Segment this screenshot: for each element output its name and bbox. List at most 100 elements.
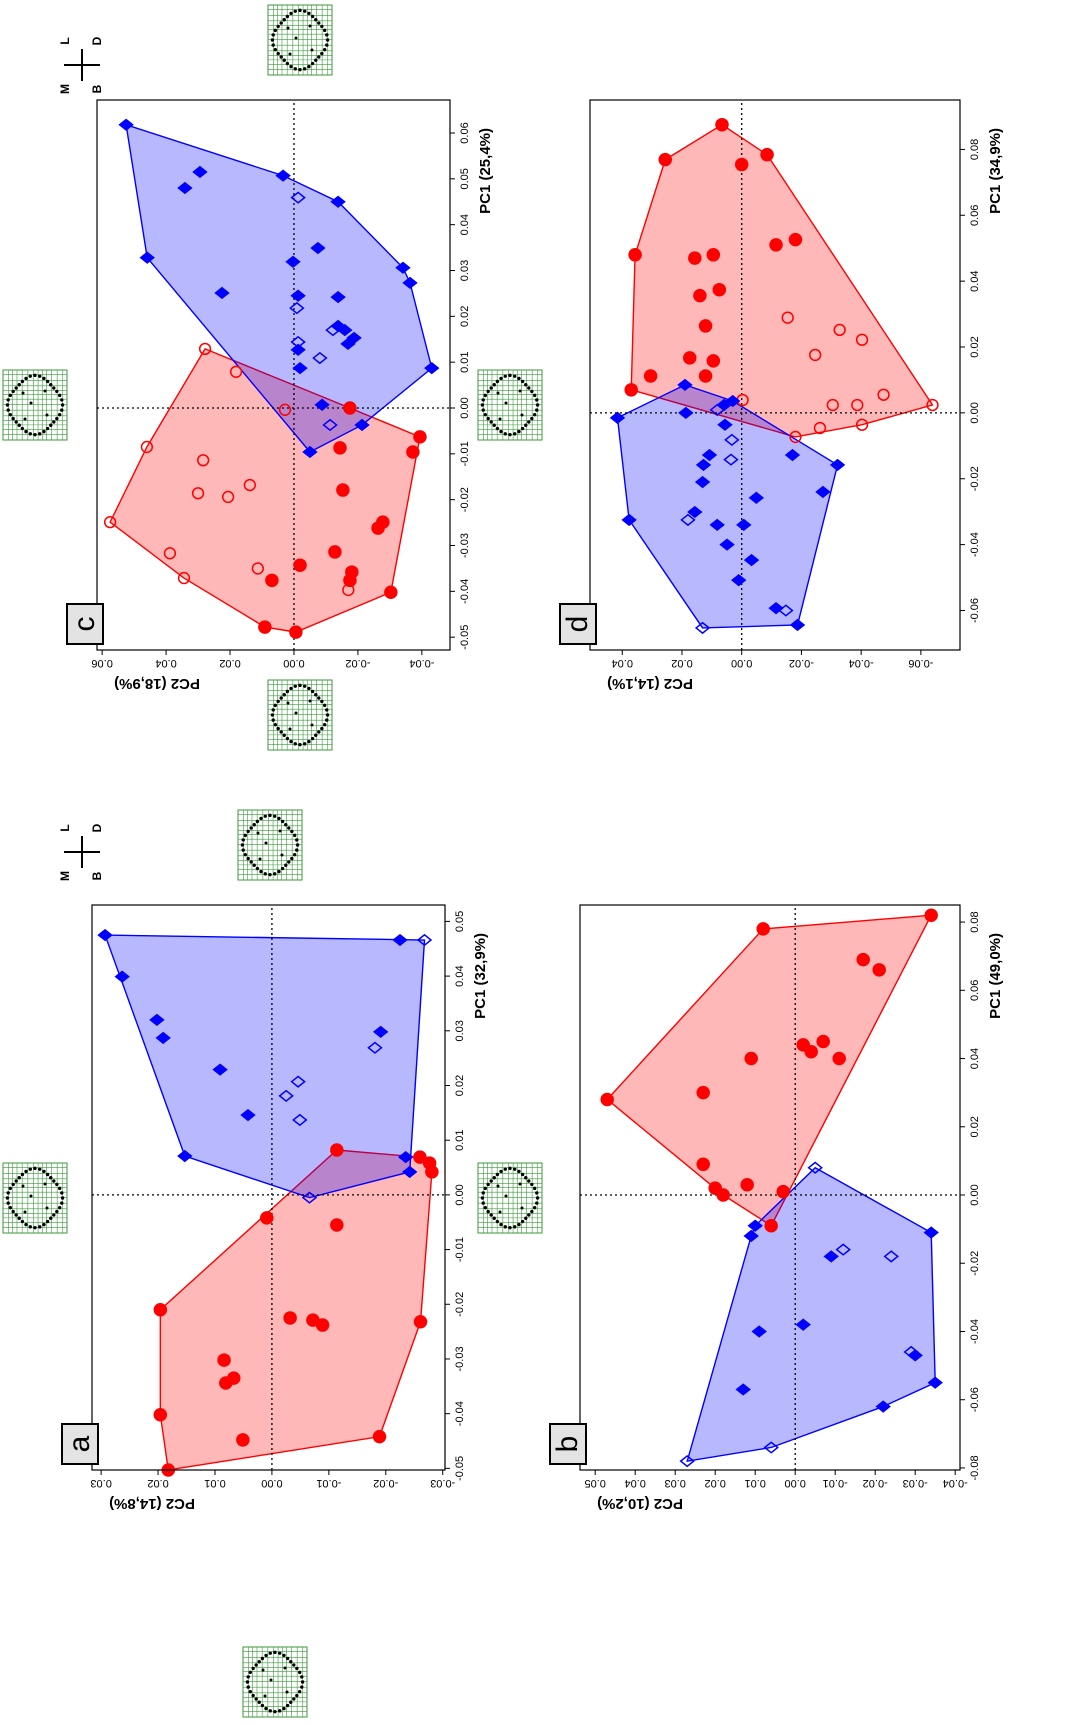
landmark bbox=[23, 417, 27, 421]
landmark bbox=[260, 1703, 265, 1708]
landmark bbox=[298, 67, 302, 72]
point bbox=[258, 620, 272, 634]
point bbox=[678, 406, 694, 420]
landmark bbox=[249, 826, 253, 830]
point bbox=[198, 342, 212, 356]
landmark bbox=[23, 1210, 27, 1214]
landmark bbox=[45, 1206, 49, 1210]
point bbox=[855, 333, 869, 346]
point bbox=[236, 1433, 250, 1447]
landmark bbox=[300, 1685, 304, 1689]
x-tick-label: -0.08 bbox=[969, 1455, 981, 1480]
landmark bbox=[492, 383, 496, 387]
landmark bbox=[518, 1182, 522, 1186]
landmark bbox=[8, 393, 13, 398]
landmark bbox=[503, 1167, 507, 1171]
landmark bbox=[285, 1656, 290, 1661]
point bbox=[903, 1345, 919, 1359]
landmark bbox=[492, 1216, 496, 1220]
landmark bbox=[320, 24, 324, 29]
point bbox=[851, 398, 864, 412]
landmark bbox=[251, 1693, 255, 1698]
x-tick-label: 0.00 bbox=[459, 397, 471, 418]
deformation-grid bbox=[267, 4, 333, 76]
point bbox=[325, 323, 341, 337]
landmark bbox=[270, 38, 275, 42]
landmark bbox=[483, 412, 488, 417]
y-tick-label: 0.02 bbox=[671, 657, 692, 669]
point bbox=[163, 547, 177, 560]
y-tick-label: 0.00 bbox=[731, 657, 752, 669]
point bbox=[748, 491, 765, 505]
point bbox=[214, 286, 230, 300]
plot-frame bbox=[96, 99, 451, 651]
point bbox=[293, 558, 307, 572]
landmark bbox=[246, 1675, 250, 1679]
landmark bbox=[495, 1172, 500, 1177]
y-tick-label: 0.04 bbox=[612, 657, 633, 669]
point bbox=[289, 625, 303, 639]
landmark bbox=[273, 28, 278, 33]
landmark bbox=[283, 1666, 287, 1670]
landmark bbox=[42, 376, 46, 381]
landmark bbox=[268, 872, 272, 877]
landmark bbox=[289, 11, 293, 16]
landmark bbox=[45, 426, 50, 431]
point bbox=[789, 618, 806, 632]
deformation-grid bbox=[242, 1646, 308, 1718]
point bbox=[764, 1218, 778, 1233]
landmark bbox=[280, 853, 284, 857]
landmark bbox=[14, 420, 18, 424]
grid-background bbox=[267, 4, 333, 76]
point bbox=[278, 403, 292, 416]
point bbox=[628, 248, 642, 262]
landmark bbox=[260, 1656, 265, 1661]
point bbox=[398, 1150, 414, 1164]
landmark bbox=[503, 432, 507, 436]
point bbox=[815, 485, 831, 499]
landmark bbox=[49, 1176, 53, 1180]
panel-label-box bbox=[61, 1423, 99, 1465]
x-tick-label: -0.04 bbox=[969, 532, 981, 557]
point bbox=[103, 515, 117, 529]
point bbox=[724, 433, 740, 447]
landmark bbox=[17, 1176, 21, 1180]
landmark bbox=[271, 43, 275, 47]
y-axis-label: PC2 (10,2%) bbox=[597, 1495, 683, 1512]
landmark bbox=[520, 413, 524, 417]
point bbox=[643, 369, 658, 383]
point bbox=[712, 282, 727, 297]
landmark bbox=[276, 726, 280, 731]
point bbox=[695, 458, 712, 472]
landmark bbox=[530, 1182, 534, 1187]
y-tick-label: -0.02 bbox=[373, 1477, 398, 1489]
convex-hull bbox=[616, 384, 839, 629]
landmark bbox=[252, 863, 256, 867]
point bbox=[384, 585, 398, 599]
point bbox=[679, 1454, 695, 1468]
point bbox=[342, 583, 355, 597]
landmark bbox=[248, 1689, 253, 1694]
x-tick-label: 0.06 bbox=[969, 980, 981, 1001]
point bbox=[781, 311, 794, 324]
landmark bbox=[24, 429, 28, 434]
point bbox=[855, 418, 869, 431]
landmark bbox=[322, 703, 327, 708]
landmark bbox=[273, 722, 278, 727]
point bbox=[694, 475, 711, 489]
landmark bbox=[45, 379, 50, 384]
landmark bbox=[508, 432, 512, 437]
landmark bbox=[292, 1663, 296, 1667]
landmark bbox=[60, 403, 65, 407]
landmark bbox=[55, 1209, 59, 1214]
point bbox=[251, 562, 264, 575]
x-tick-label: 0.08 bbox=[969, 911, 981, 932]
x-tick-label: -0.06 bbox=[969, 1387, 981, 1412]
landmark bbox=[295, 848, 299, 852]
x-tick-label: -0.05 bbox=[454, 1456, 466, 1481]
point bbox=[696, 1085, 710, 1100]
landmark bbox=[28, 432, 32, 436]
x-axis-label: PC1 (49,0%) bbox=[987, 933, 1004, 1019]
point bbox=[337, 323, 353, 337]
landmark bbox=[282, 18, 286, 22]
